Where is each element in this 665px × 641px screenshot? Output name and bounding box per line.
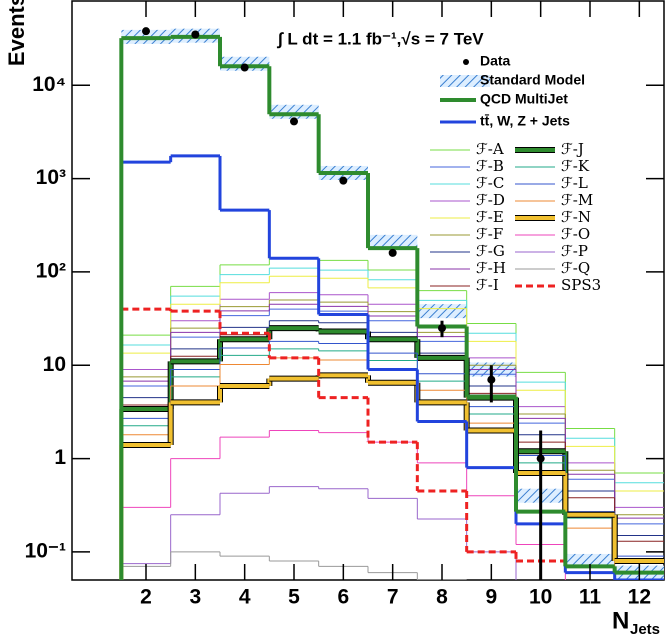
legend-label: Standard Model xyxy=(480,72,585,88)
legend-label: ℱ-A xyxy=(476,140,504,158)
y-tick-label: 10⁴ xyxy=(32,73,66,96)
annotation: ∫ L dt = 1.1 fb⁻¹,√s = 7 TeV xyxy=(276,29,484,48)
legend-label: ℱ-K xyxy=(561,157,590,175)
legend-label: ℱ-E xyxy=(476,208,504,226)
sm-band xyxy=(417,304,467,319)
y-axis-label: Events xyxy=(4,0,29,66)
y-tick-label: 10 xyxy=(43,353,66,376)
data-point xyxy=(388,248,397,257)
legend-label: Data xyxy=(480,53,511,69)
legend-label: ℱ-Q xyxy=(561,259,590,277)
data-point xyxy=(290,117,298,126)
legend-label: ℱ-I xyxy=(476,276,499,294)
legend-label: ℱ-O xyxy=(561,225,590,243)
data-point xyxy=(191,30,200,39)
legend-label: SPS3 xyxy=(561,276,601,294)
x-tick-label: 11 xyxy=(579,586,602,609)
legend-label: tt̄, W, Z + Jets xyxy=(480,112,570,128)
legend-label: ℱ-D xyxy=(476,191,505,209)
x-tick-label: 3 xyxy=(189,586,201,609)
x-axis-label-sub: Jets xyxy=(630,621,660,638)
plot-frame xyxy=(71,0,665,581)
data-point xyxy=(536,454,545,463)
x-tick-label: 12 xyxy=(628,586,651,609)
data-point xyxy=(142,27,150,36)
data-point xyxy=(487,375,496,384)
y-tick-label: 10³ xyxy=(36,166,66,189)
plot-area xyxy=(119,27,664,580)
legend-label: ℱ-B xyxy=(476,157,504,175)
x-tick-label: 7 xyxy=(387,586,399,609)
legend-label: ℱ-H xyxy=(476,259,506,277)
data-point xyxy=(240,63,249,72)
x-tick-label: 8 xyxy=(436,586,448,609)
legend-label: ℱ-N xyxy=(561,208,591,226)
legend-label: ℱ-L xyxy=(561,174,588,192)
x-tick-label: 9 xyxy=(485,586,497,609)
x-axis-label: N xyxy=(612,607,629,634)
legend-label: ℱ-G xyxy=(476,242,505,260)
legend-label: QCD MultiJet xyxy=(480,91,568,107)
legend-label: ℱ-J xyxy=(561,140,584,158)
x-tick-label: 5 xyxy=(288,586,300,609)
legend-symbol xyxy=(463,59,469,65)
x-tick-label: 6 xyxy=(337,586,349,609)
sm-band xyxy=(368,234,418,249)
axes: 10⁻¹ 1 10 10² 10³ 10⁴ 2 3 4 5 6 7 8 9 10 11 12 xyxy=(25,1,664,609)
legend-label: ℱ-M xyxy=(561,191,593,209)
data-point xyxy=(438,324,446,333)
y-tick-label: 10⁻¹ xyxy=(25,539,66,562)
legend-label: ℱ-P xyxy=(561,242,588,260)
legend-label: ℱ-F xyxy=(476,225,503,243)
data-point xyxy=(339,176,348,185)
y-tick-label: 1 xyxy=(54,446,66,469)
x-tick-label: 2 xyxy=(140,586,152,609)
legend-label: ℱ-C xyxy=(476,174,504,192)
legend: Data Standard Model QCD MultiJet tt̄, W, Z … xyxy=(430,53,601,294)
sm-band xyxy=(269,104,319,119)
y-tick-label: 10² xyxy=(36,259,66,282)
x-tick-label: 4 xyxy=(239,586,251,609)
x-tick-label: 10 xyxy=(529,586,552,609)
legend-symbol xyxy=(440,75,490,87)
